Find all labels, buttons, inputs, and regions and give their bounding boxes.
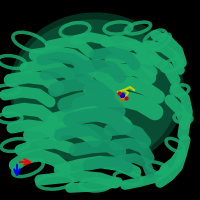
- Ellipse shape: [13, 19, 177, 165]
- Ellipse shape: [10, 12, 184, 168]
